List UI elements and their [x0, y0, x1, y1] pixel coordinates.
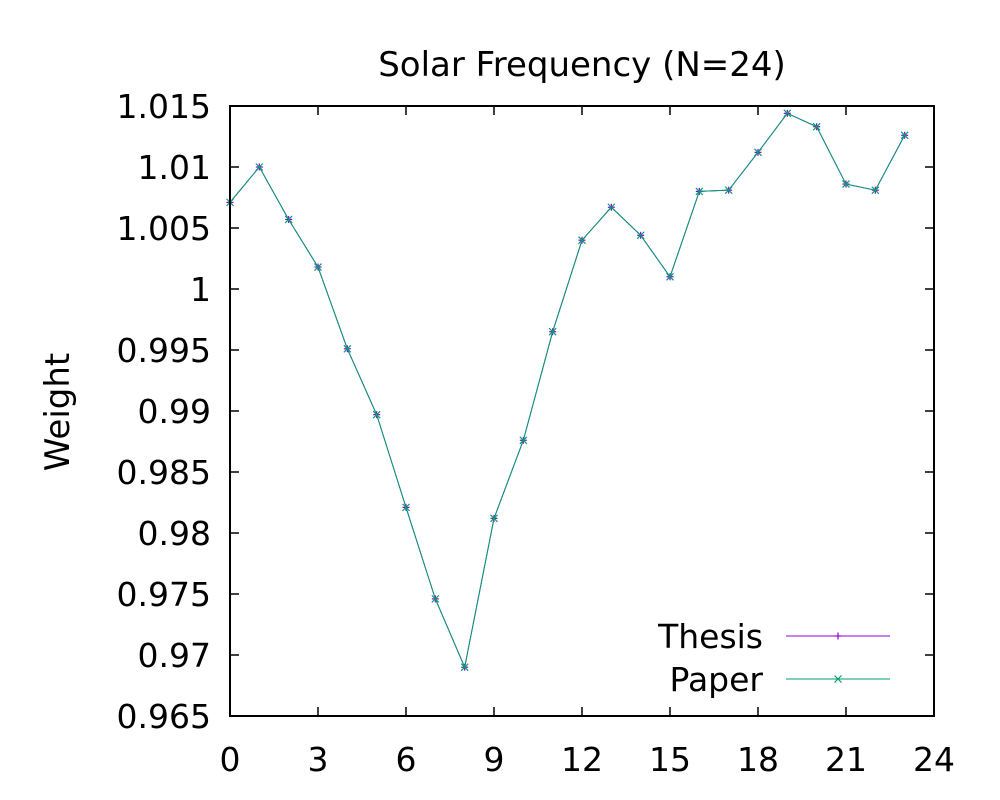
legend: Thesis Paper	[657, 617, 890, 699]
data-point	[548, 327, 557, 336]
data-point	[871, 186, 880, 195]
data-point	[900, 131, 909, 140]
x-tick-label: 9	[484, 740, 505, 779]
legend-entry-paper: Paper	[670, 660, 890, 699]
x-tick-label: 0	[220, 740, 241, 779]
data-point	[314, 263, 322, 271]
axis-ticks: 0.965 0.97 0.975 0.98 0.985 0.99 0.995 1 1.005 1.…	[117, 87, 955, 779]
data-point	[284, 215, 293, 224]
legend-label: Thesis	[657, 617, 763, 656]
y-tick-label: 1.01	[138, 148, 211, 187]
series-thesis	[226, 109, 909, 671]
series-paper	[226, 109, 909, 672]
x-tick-label: 21	[825, 740, 867, 779]
x-tick-label: 24	[913, 740, 955, 779]
x-tick-label: 12	[561, 740, 603, 779]
data-point	[519, 436, 528, 445]
y-tick-label: 0.985	[117, 453, 211, 492]
y-tick-label: 0.965	[117, 697, 211, 736]
x-tick-label: 18	[737, 740, 779, 779]
data-point	[695, 187, 704, 196]
data-point	[666, 272, 674, 281]
data-point	[578, 236, 586, 245]
data-point	[783, 109, 792, 118]
y-tick-label: 0.97	[138, 636, 211, 675]
y-tick-label: 1.015	[117, 87, 211, 126]
data-point	[754, 148, 762, 157]
legend-label: Paper	[670, 660, 764, 699]
y-tick-label: 0.98	[138, 514, 211, 553]
x-tick-label: 6	[396, 740, 417, 779]
y-tick-label: 0.99	[138, 392, 211, 431]
data-point	[724, 186, 733, 195]
y-axis-label: Weight	[38, 353, 78, 471]
data-point	[490, 514, 498, 523]
data-point	[255, 163, 264, 171]
data-point	[636, 231, 645, 240]
legend-entry-thesis: Thesis	[657, 617, 890, 656]
data-point	[460, 663, 469, 672]
plot-series	[226, 109, 909, 672]
data-point	[431, 594, 440, 603]
x-tick-label: 15	[649, 740, 691, 779]
series-line	[229, 112, 906, 669]
data-point	[834, 632, 842, 640]
data-point	[402, 503, 410, 512]
y-tick-label: 0.975	[117, 575, 211, 614]
y-tick-label: 0.995	[117, 331, 211, 370]
series-line	[229, 112, 906, 669]
y-tick-label: 1	[190, 270, 211, 309]
data-point	[834, 675, 842, 683]
chart-title: Solar Frequency (N=24)	[378, 45, 786, 85]
data-point	[343, 344, 352, 353]
plot-frame	[229, 105, 935, 717]
data-point	[842, 180, 850, 189]
data-point	[607, 203, 616, 212]
y-tick-label: 1.005	[117, 209, 211, 248]
x-tick-label: 3	[308, 740, 329, 779]
data-point	[812, 122, 821, 131]
data-point	[372, 410, 381, 419]
